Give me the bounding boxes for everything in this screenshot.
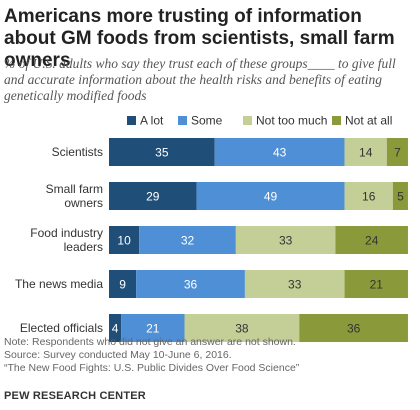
category-label: Small farm xyxy=(46,182,103,196)
data-label: 5 xyxy=(397,190,404,204)
data-label: 4 xyxy=(112,322,119,336)
footer-note: Note: Respondents who did not give an an… xyxy=(4,336,296,348)
bar-segment xyxy=(109,138,215,166)
bar-segment xyxy=(196,182,345,210)
category-label: Elected officials xyxy=(20,321,103,335)
data-label: 16 xyxy=(362,190,376,204)
chart-title: Americans more trusting of information a… xyxy=(4,6,395,71)
data-label: 14 xyxy=(359,146,373,160)
legend-label: Some xyxy=(191,114,223,128)
legend-swatch xyxy=(243,116,252,125)
data-label: 49 xyxy=(264,190,278,204)
category-label: leaders xyxy=(64,240,103,254)
bar-segment xyxy=(121,314,185,342)
category-label: owners xyxy=(64,196,103,210)
category-label: Food industry xyxy=(30,226,103,240)
data-label: 33 xyxy=(279,234,293,248)
bar-segment xyxy=(344,270,408,298)
bar-segment xyxy=(392,182,408,210)
bar-segment xyxy=(214,138,345,166)
bar-segment xyxy=(109,182,197,210)
data-label: 36 xyxy=(184,278,198,292)
data-label: 9 xyxy=(119,278,126,292)
data-label: 36 xyxy=(347,322,361,336)
data-label: 35 xyxy=(155,146,169,160)
bar-segment xyxy=(235,226,336,254)
bar-segment xyxy=(139,226,236,254)
brand-label: PEW RESEARCH CENTER xyxy=(4,390,146,402)
bar-segment xyxy=(109,270,137,298)
chart-footer: Note: Respondents who did not give an an… xyxy=(4,336,416,375)
footer-report: “The New Food Fights: U.S. Public Divide… xyxy=(4,362,300,374)
data-label: 33 xyxy=(288,278,302,292)
legend-swatch xyxy=(178,116,187,125)
category-label: The news media xyxy=(15,277,103,291)
data-label: 7 xyxy=(394,146,401,160)
legend-swatch xyxy=(127,116,136,125)
bar-segment xyxy=(244,270,345,298)
data-label: 38 xyxy=(235,322,249,336)
data-label: 21 xyxy=(146,322,160,336)
bar-segment xyxy=(109,226,140,254)
legend-swatch xyxy=(332,116,341,125)
footer-source: Source: Survey conducted May 10-June 6, … xyxy=(4,349,232,361)
bar-segment xyxy=(386,138,408,166)
bar-segment xyxy=(344,138,387,166)
category-label: Scientists xyxy=(52,145,103,159)
data-label: 10 xyxy=(117,234,131,248)
bar-segment xyxy=(184,314,300,342)
data-label: 29 xyxy=(146,190,160,204)
bar-segment xyxy=(109,314,122,342)
legend-label: Not too much xyxy=(256,114,327,128)
legend-label: A lot xyxy=(140,114,164,128)
bar-segment xyxy=(136,270,245,298)
data-label: 43 xyxy=(273,146,287,160)
data-label: 24 xyxy=(365,234,379,248)
bar-segment xyxy=(299,314,408,342)
bar-segment xyxy=(344,182,393,210)
chart-subtitle: % of U.S. adults who say they trust each… xyxy=(4,56,396,103)
data-label: 21 xyxy=(370,278,384,292)
bar-segment xyxy=(335,226,408,254)
data-label: 32 xyxy=(181,234,195,248)
legend-label: Not at all xyxy=(345,114,392,128)
